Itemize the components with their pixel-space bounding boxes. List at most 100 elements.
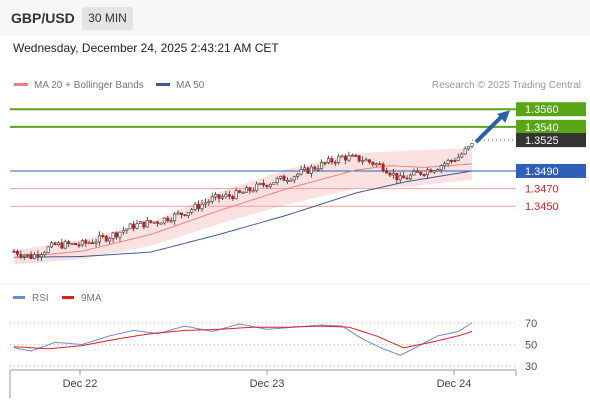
research-credit: Research © 2025 Trading Central bbox=[431, 80, 581, 91]
timeframe-button[interactable]: 30 MIN bbox=[82, 7, 133, 30]
candle-body bbox=[323, 162, 327, 164]
candle-body bbox=[255, 183, 259, 192]
ma20-line bbox=[13, 163, 473, 258]
candle-body bbox=[306, 167, 310, 174]
candle-body bbox=[217, 194, 221, 199]
candle-body bbox=[453, 160, 457, 162]
chart-header-bar: GBP/USD 30 MIN bbox=[0, 0, 590, 36]
candle-body bbox=[162, 217, 166, 224]
symbol-title: GBP/USD bbox=[11, 10, 75, 26]
candle-body bbox=[231, 196, 235, 200]
rsi-line bbox=[13, 322, 473, 356]
candle-body bbox=[333, 161, 337, 164]
candle-body bbox=[39, 254, 43, 258]
candle-body bbox=[173, 213, 177, 222]
candle-body bbox=[142, 221, 146, 228]
candle-body bbox=[316, 168, 320, 171]
rsi-ma-swatch bbox=[62, 295, 74, 299]
candle-body bbox=[395, 172, 399, 181]
candle-body bbox=[337, 155, 341, 163]
candle-body bbox=[361, 160, 365, 163]
candle-body bbox=[115, 232, 119, 238]
candle-body bbox=[145, 220, 149, 228]
candle-body bbox=[135, 223, 139, 229]
candle-body bbox=[415, 170, 419, 173]
candle-body bbox=[29, 253, 33, 259]
price-label-0: 1.3560 bbox=[525, 104, 559, 116]
candle-body bbox=[347, 155, 351, 161]
price-label-box-2 bbox=[516, 133, 586, 148]
candle-body bbox=[432, 170, 436, 173]
candle-body bbox=[26, 253, 30, 256]
candle-body bbox=[371, 161, 375, 165]
candle-body bbox=[313, 166, 317, 170]
candle-body bbox=[149, 220, 153, 223]
rsi-tick-30: 30 bbox=[525, 361, 537, 373]
candle-body bbox=[262, 183, 266, 186]
candle-body bbox=[36, 254, 40, 258]
rsi-tick-70: 70 bbox=[525, 318, 537, 330]
price-label-2: 1.3525 bbox=[525, 135, 559, 147]
candle-body bbox=[374, 163, 378, 166]
candle-body bbox=[70, 242, 74, 245]
ma50-label: MA 50 bbox=[176, 80, 205, 91]
ma50-line bbox=[13, 170, 473, 258]
candle-body bbox=[443, 163, 447, 166]
candle-body bbox=[463, 148, 467, 155]
candle-body bbox=[244, 187, 248, 193]
legend-ma20: MA 20 + Bollinger Bands bbox=[14, 80, 144, 91]
ma20-swatch bbox=[14, 82, 28, 86]
candle-body bbox=[60, 242, 64, 249]
candle-body bbox=[364, 159, 368, 162]
candle-body bbox=[303, 167, 307, 170]
candle-body bbox=[108, 238, 112, 242]
legend-rsi: RSI bbox=[13, 293, 49, 304]
candle-body bbox=[84, 240, 88, 244]
candle-body bbox=[159, 222, 163, 225]
candle-body bbox=[63, 241, 67, 249]
candle-body bbox=[121, 230, 125, 233]
candle-body bbox=[152, 221, 156, 224]
candle-body bbox=[439, 165, 443, 170]
candle-body bbox=[80, 240, 84, 246]
candle-body bbox=[289, 179, 293, 182]
candle-body bbox=[128, 223, 132, 230]
candle-body bbox=[67, 241, 71, 245]
candle-body bbox=[470, 143, 474, 147]
candle-body bbox=[436, 169, 440, 172]
candle-body bbox=[156, 221, 160, 224]
candle-body bbox=[179, 212, 183, 215]
x-tick-label-1: Dec 23 bbox=[250, 378, 285, 390]
candle-body bbox=[367, 159, 371, 163]
rsi-tick-50: 50 bbox=[525, 340, 537, 352]
candle-body bbox=[449, 160, 453, 162]
candle-body bbox=[282, 175, 286, 181]
candle-body bbox=[391, 172, 395, 176]
ma50-swatch bbox=[156, 82, 170, 86]
price-label-3: 1.3490 bbox=[525, 166, 559, 178]
candle-body bbox=[19, 253, 23, 257]
candle-body bbox=[227, 194, 231, 197]
candle-body bbox=[326, 158, 330, 164]
candle-body bbox=[296, 173, 300, 177]
candle-body bbox=[12, 250, 16, 253]
candle-body bbox=[97, 235, 101, 243]
candle-body bbox=[241, 192, 245, 194]
ma20-label: MA 20 + Bollinger Bands bbox=[34, 80, 144, 91]
candle-body bbox=[344, 155, 348, 161]
candle-body bbox=[94, 241, 98, 244]
candle-body bbox=[176, 212, 180, 215]
candle-body bbox=[299, 169, 303, 175]
candle-body bbox=[275, 178, 279, 183]
candle-body bbox=[197, 203, 201, 210]
candle-body bbox=[87, 242, 91, 245]
candle-body bbox=[214, 194, 218, 198]
candle-body bbox=[248, 187, 252, 192]
candle-body bbox=[385, 170, 389, 174]
candle-body bbox=[429, 169, 433, 173]
candle-body bbox=[402, 175, 406, 179]
candle-body bbox=[193, 203, 197, 210]
candle-body bbox=[446, 160, 450, 164]
candle-body bbox=[350, 154, 354, 157]
candle-body bbox=[265, 184, 269, 187]
